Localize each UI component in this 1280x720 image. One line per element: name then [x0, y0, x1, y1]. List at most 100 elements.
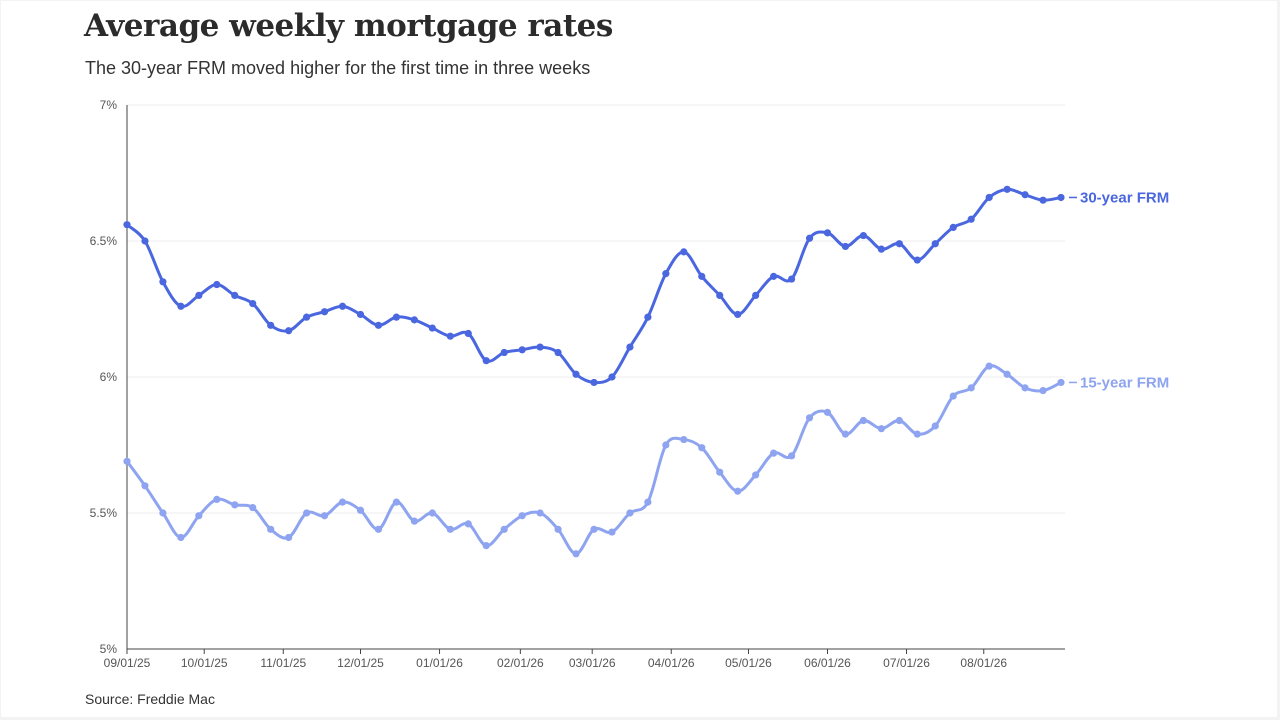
- data-point-15-year: [985, 362, 993, 370]
- series-label-30-year: 30-year FRM: [1080, 189, 1169, 206]
- data-point-15-year: [1039, 387, 1047, 395]
- data-point-30-year: [1003, 185, 1011, 193]
- y-tick-label: 5%: [100, 642, 118, 656]
- data-point-15-year: [213, 495, 221, 503]
- data-point-30-year: [356, 310, 365, 319]
- data-point-30-year: [374, 321, 383, 329]
- data-point-30-year: [931, 240, 939, 248]
- data-point-30-year: [716, 291, 724, 299]
- data-point-15-year: [572, 550, 580, 558]
- data-point-15-year: [536, 509, 544, 517]
- data-point-15-year: [644, 498, 652, 506]
- data-point-30-year: [482, 357, 490, 365]
- data-point-30-year: [518, 346, 526, 354]
- data-point-30-year: [895, 240, 903, 248]
- data-point-30-year: [608, 373, 616, 381]
- data-point-15-year: [500, 525, 508, 533]
- data-point-15-year: [374, 525, 383, 533]
- data-point-30-year: [859, 231, 868, 240]
- data-point-15-year: [303, 509, 311, 517]
- data-point-30-year: [177, 302, 185, 310]
- data-point-30-year: [446, 332, 454, 340]
- data-point-30-year: [159, 278, 167, 286]
- data-point-30-year: [1039, 196, 1047, 204]
- data-point-30-year: [1021, 191, 1029, 199]
- data-point-30-year: [267, 321, 275, 329]
- data-point-30-year: [213, 280, 221, 289]
- data-point-15-year: [554, 525, 562, 533]
- data-point-30-year: [320, 308, 329, 316]
- data-point-15-year: [662, 441, 670, 449]
- data-point-30-year: [464, 329, 472, 338]
- data-point-15-year: [464, 520, 472, 528]
- data-point-30-year: [734, 310, 742, 319]
- x-tick-label: 04/01/26: [648, 656, 695, 670]
- data-point-30-year: [680, 248, 688, 256]
- x-tick-label: 02/01/26: [497, 656, 544, 670]
- data-point-30-year: [231, 291, 239, 299]
- data-point-30-year: [536, 343, 544, 351]
- data-point-15-year: [159, 509, 167, 517]
- data-point-15-year: [823, 408, 832, 416]
- data-point-30-year: [877, 245, 885, 253]
- data-point-15-year: [320, 512, 329, 520]
- data-point-15-year: [428, 509, 436, 517]
- data-point-15-year: [249, 503, 257, 512]
- data-point-15-year: [734, 487, 742, 495]
- chart-subtitle: The 30-year FRM moved higher for the fir…: [85, 58, 591, 78]
- data-point-15-year: [716, 468, 724, 476]
- data-point-30-year: [303, 313, 311, 321]
- data-point-15-year: [482, 542, 490, 550]
- data-point-15-year: [895, 416, 903, 425]
- x-tick-label: 01/01/26: [416, 656, 463, 670]
- x-tick-label: 06/01/26: [804, 656, 851, 670]
- data-point-15-year: [195, 512, 203, 520]
- data-point-15-year: [805, 414, 814, 422]
- data-point-15-year: [608, 528, 616, 536]
- data-point-30-year: [787, 275, 796, 283]
- data-point-15-year: [841, 430, 850, 438]
- data-point-15-year: [1057, 378, 1065, 387]
- y-tick-label: 6%: [100, 370, 118, 384]
- data-point-30-year: [554, 348, 562, 357]
- data-point-30-year: [626, 343, 634, 351]
- data-point-30-year: [823, 229, 832, 237]
- series-label-15-year: 15-year FRM: [1080, 374, 1169, 391]
- data-point-30-year: [285, 327, 293, 335]
- data-point-30-year: [770, 272, 778, 280]
- data-point-15-year: [123, 457, 131, 465]
- data-point-15-year: [338, 498, 347, 506]
- data-point-30-year: [392, 313, 401, 321]
- data-point-30-year: [913, 256, 921, 264]
- data-point-15-year: [446, 525, 454, 533]
- data-point-15-year: [392, 498, 401, 506]
- y-tick-label: 6.5%: [90, 234, 118, 248]
- data-point-15-year: [626, 509, 634, 517]
- x-tick-label: 10/01/25: [181, 656, 228, 670]
- data-point-30-year: [410, 316, 418, 324]
- data-point-30-year: [590, 378, 598, 387]
- data-point-30-year: [644, 313, 652, 321]
- x-tick-label: 11/01/25: [260, 656, 306, 670]
- data-point-15-year: [967, 384, 975, 392]
- x-tick-label: 05/01/26: [725, 656, 772, 670]
- data-point-30-year: [572, 370, 580, 378]
- data-point-30-year: [249, 299, 257, 308]
- data-point-15-year: [931, 422, 939, 430]
- data-point-30-year: [752, 291, 760, 299]
- data-point-15-year: [1021, 384, 1029, 392]
- y-tick-label: 5.5%: [90, 506, 118, 520]
- data-point-30-year: [123, 221, 131, 229]
- data-point-15-year: [285, 533, 293, 542]
- data-point-15-year: [267, 525, 275, 533]
- data-point-30-year: [195, 291, 203, 299]
- data-point-30-year: [500, 348, 508, 357]
- data-point-30-year: [985, 193, 993, 202]
- data-point-30-year: [428, 324, 436, 332]
- data-point-30-year: [662, 270, 670, 278]
- data-point-15-year: [770, 449, 778, 457]
- data-point-15-year: [356, 506, 365, 514]
- data-point-15-year: [698, 444, 706, 452]
